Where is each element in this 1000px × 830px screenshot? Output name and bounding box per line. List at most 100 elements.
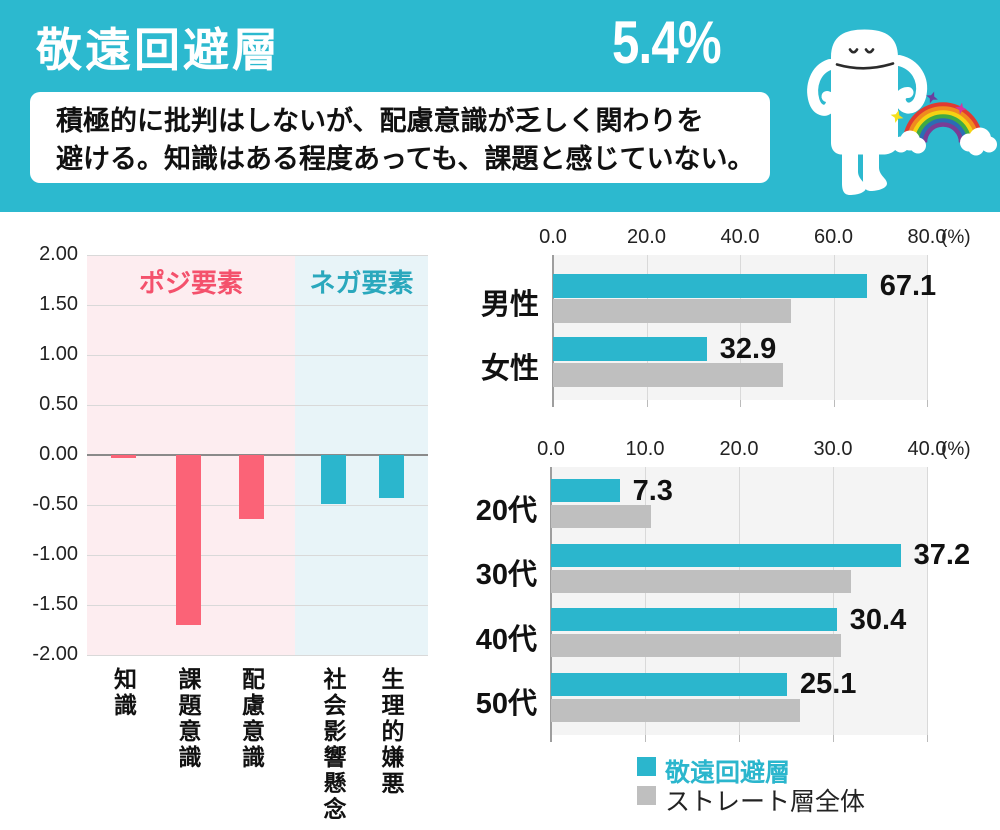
bar-primary xyxy=(553,337,707,361)
bar-value-label: 67.1 xyxy=(879,269,937,302)
gridline xyxy=(87,654,428,656)
category-label: 50代 xyxy=(475,688,537,720)
x-axis-tick-label: 0.0 xyxy=(539,226,567,248)
mascot-right-arm xyxy=(893,55,928,114)
y-axis-tick-label: -1.00 xyxy=(32,543,78,565)
gridline xyxy=(87,554,428,556)
axis-unit-label: (%) xyxy=(941,227,971,248)
bar-primary xyxy=(551,543,901,567)
zone-label-positive: ポジ要素 xyxy=(138,268,243,298)
mascot-mouth xyxy=(835,62,895,70)
mascot-illustration xyxy=(807,29,997,195)
x-axis-tick-label: 20.0 xyxy=(719,438,759,460)
bar xyxy=(239,455,264,519)
bar-primary xyxy=(551,608,837,631)
gridline xyxy=(87,354,428,356)
segment-title: 敬遠回避層 xyxy=(36,24,281,76)
y-axis-tick-label: -0.50 xyxy=(32,493,78,515)
gridline xyxy=(739,467,740,735)
gridline xyxy=(740,255,741,400)
x-axis-tick-label: 40.0 xyxy=(907,438,947,460)
bar-primary xyxy=(551,672,787,696)
bar-primary xyxy=(553,273,867,298)
y-axis-tick-label: 1.50 xyxy=(39,293,78,315)
x-axis-tick-label: 10.0 xyxy=(625,438,665,460)
axis-tick-mark xyxy=(833,400,835,407)
description-line-2: 避ける。知識はある程度あっても、課題と感じていない。 xyxy=(56,144,755,174)
rainbow-icon xyxy=(893,102,997,156)
bar-value-label: 30.4 xyxy=(849,603,907,636)
star-icon-yellow xyxy=(890,110,904,123)
bar xyxy=(111,455,136,458)
axis-tick-mark xyxy=(740,400,741,407)
segment-description-box: 積極的に批判はしないが、配慮意識が乏しく関わりを 避ける。知識はある程度あっても… xyxy=(30,92,770,183)
x-axis-category-label: 配慮意識 xyxy=(238,667,265,771)
axis-tick-mark xyxy=(645,735,646,742)
x-axis-category-label: 課題意識 xyxy=(175,667,201,771)
bar-comparison xyxy=(553,362,783,387)
bar-value-label: 25.1 xyxy=(799,668,857,700)
mascot-eye-left xyxy=(848,48,859,54)
bar xyxy=(320,455,346,504)
x-axis-category-label: 知識 xyxy=(110,667,137,719)
y-axis-tick-label: 0.50 xyxy=(39,393,78,415)
axis-tick-mark xyxy=(927,735,928,742)
x-axis-tick-label: 40.0 xyxy=(720,226,760,248)
category-label: 20代 xyxy=(475,494,537,527)
legend-item-label: 敬遠回避層 xyxy=(665,759,791,787)
y-axis-tick-label: -1.50 xyxy=(32,593,78,615)
bar-comparison xyxy=(551,569,851,593)
zone-label-negative: ネガ要素 xyxy=(309,268,414,298)
y-axis-tick-label: -2.00 xyxy=(32,643,78,665)
gridline xyxy=(87,404,428,406)
header-band: 敬遠回避層 5.4% 積極的に批判はしないが、配慮意識が乏しく関わりを 避ける。… xyxy=(0,0,1000,212)
y-axis-tick-label: 2.00 xyxy=(39,243,78,265)
bar-primary xyxy=(551,479,620,502)
bar-comparison xyxy=(551,505,651,528)
gridline xyxy=(87,604,428,606)
gridline xyxy=(87,254,428,256)
bar xyxy=(175,455,201,625)
gridline xyxy=(833,255,835,400)
gridline xyxy=(645,467,646,735)
category-label: 30代 xyxy=(475,559,537,591)
legend-item-label: ストレート層全体 xyxy=(665,788,866,816)
description-line-1: 積極的に批判はしないが、配慮意識が乏しく関わりを xyxy=(56,106,704,136)
category-label: 女性 xyxy=(480,352,539,385)
bar-comparison xyxy=(551,634,841,657)
axis-line xyxy=(552,255,554,407)
bar-value-label: 7.3 xyxy=(632,474,673,507)
gridline xyxy=(927,467,928,735)
legend-swatch xyxy=(637,757,656,776)
x-axis-tick-label: 30.0 xyxy=(813,438,853,460)
legend-swatch xyxy=(637,786,656,805)
star-icon-magenta xyxy=(955,102,967,115)
cloud-icon-right xyxy=(960,127,997,156)
star-icon-purple xyxy=(926,91,938,104)
x-axis-category-label: 生理的嫌悪 xyxy=(378,667,404,797)
x-axis-tick-label: 80.0 xyxy=(907,226,947,248)
axis-tick-mark xyxy=(927,400,928,407)
bar-comparison xyxy=(551,698,801,722)
x-axis-tick-label: 0.0 xyxy=(537,438,565,460)
gridline xyxy=(87,304,428,306)
segment-percentage: 5.4% xyxy=(612,9,722,76)
mascot-body xyxy=(831,29,898,195)
axis-tick-mark xyxy=(833,735,834,742)
cloud-icon-left xyxy=(893,130,926,154)
axis-line xyxy=(550,467,552,742)
mascot-eye-right xyxy=(864,48,875,54)
y-axis-tick-label: 0.00 xyxy=(39,443,78,465)
bar-value-label: 37.2 xyxy=(913,539,971,571)
bar xyxy=(378,455,404,498)
axis-unit-label: (%) xyxy=(941,439,971,460)
axis-tick-mark xyxy=(739,735,740,742)
gridline xyxy=(927,255,928,400)
gridline xyxy=(833,467,834,735)
bar-value-label: 32.9 xyxy=(719,333,777,365)
category-label: 男性 xyxy=(480,289,539,322)
